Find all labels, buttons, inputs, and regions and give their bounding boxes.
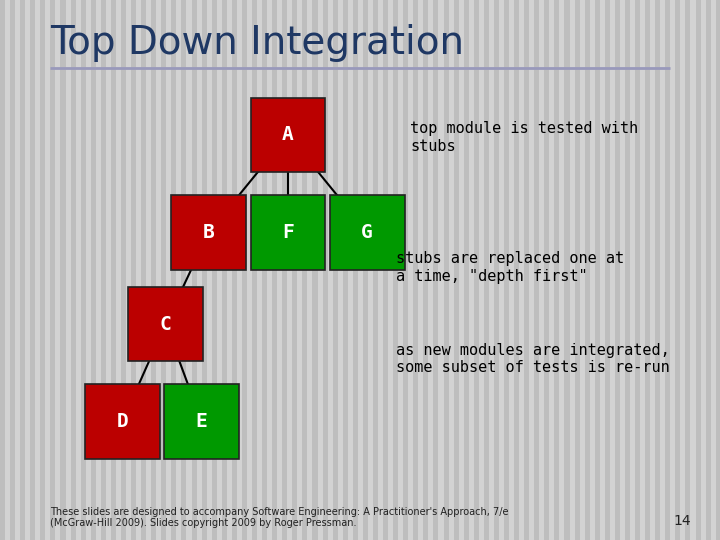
Bar <box>212 0 217 540</box>
Bar <box>101 0 106 540</box>
Bar <box>706 0 711 540</box>
Bar <box>383 0 388 540</box>
Bar <box>575 0 580 540</box>
Bar <box>128 287 203 361</box>
Bar <box>423 0 428 540</box>
Bar <box>252 0 257 540</box>
Bar <box>60 0 66 540</box>
Bar <box>262 0 267 540</box>
Bar <box>464 0 469 540</box>
Bar <box>343 0 348 540</box>
Bar <box>363 0 368 540</box>
Bar <box>585 0 590 540</box>
Bar <box>251 195 325 269</box>
Bar <box>232 0 237 540</box>
Bar <box>564 0 570 540</box>
Bar <box>302 0 307 540</box>
Bar <box>312 0 318 540</box>
Bar <box>675 0 680 540</box>
Bar <box>413 0 418 540</box>
Bar <box>333 0 338 540</box>
Bar <box>544 0 549 540</box>
Text: as new modules are integrated,
some subset of tests is re-run: as new modules are integrated, some subs… <box>396 343 670 375</box>
Bar <box>330 195 405 269</box>
Bar <box>151 0 156 540</box>
Text: A: A <box>282 125 294 145</box>
Bar <box>635 0 640 540</box>
Bar <box>71 0 76 540</box>
Bar <box>171 0 176 540</box>
Bar <box>494 0 499 540</box>
Bar <box>433 0 438 540</box>
Bar <box>323 0 328 540</box>
Bar <box>131 0 136 540</box>
Bar <box>111 0 116 540</box>
Text: top module is tested with
stubs: top module is tested with stubs <box>410 122 639 154</box>
Bar <box>605 0 610 540</box>
Bar <box>121 0 126 540</box>
Bar <box>484 0 489 540</box>
Bar <box>40 0 45 540</box>
Bar <box>625 0 630 540</box>
Bar <box>373 0 378 540</box>
Bar <box>50 0 55 540</box>
Bar <box>242 0 247 540</box>
Bar <box>20 0 25 540</box>
Bar <box>222 0 227 540</box>
Bar <box>10 0 15 540</box>
Bar <box>685 0 690 540</box>
Bar <box>504 0 509 540</box>
Bar <box>282 0 287 540</box>
Bar <box>353 0 358 540</box>
Text: E: E <box>196 411 207 431</box>
Bar <box>81 0 86 540</box>
Bar <box>665 0 670 540</box>
Bar <box>403 0 408 540</box>
Bar <box>514 0 519 540</box>
Bar <box>202 0 207 540</box>
Bar <box>164 384 239 458</box>
Bar <box>30 0 35 540</box>
Text: B: B <box>203 222 215 242</box>
Bar <box>181 0 186 540</box>
Bar <box>716 0 720 540</box>
Text: F: F <box>282 222 294 242</box>
Bar <box>0 0 5 540</box>
Bar <box>292 0 297 540</box>
Bar <box>645 0 650 540</box>
Bar <box>615 0 620 540</box>
Bar <box>161 0 166 540</box>
Text: 14: 14 <box>674 514 691 528</box>
Bar <box>251 98 325 172</box>
Bar <box>554 0 559 540</box>
Text: stubs are replaced one at
a time, "depth first": stubs are replaced one at a time, "depth… <box>396 251 624 284</box>
Bar <box>272 0 277 540</box>
Bar <box>91 0 96 540</box>
Text: C: C <box>160 314 171 334</box>
Bar <box>444 0 449 540</box>
Bar <box>192 0 197 540</box>
Text: G: G <box>361 222 373 242</box>
Bar <box>171 195 246 269</box>
Bar <box>141 0 146 540</box>
Bar <box>85 384 160 458</box>
Text: D: D <box>117 411 128 431</box>
Bar <box>696 0 701 540</box>
Bar <box>474 0 479 540</box>
Text: Top Down Integration: Top Down Integration <box>50 24 464 62</box>
Bar <box>524 0 529 540</box>
Bar <box>534 0 539 540</box>
Bar <box>454 0 459 540</box>
Bar <box>595 0 600 540</box>
Bar <box>393 0 398 540</box>
Bar <box>655 0 660 540</box>
Text: These slides are designed to accompany Software Engineering: A Practitioner's Ap: These slides are designed to accompany S… <box>50 507 509 528</box>
